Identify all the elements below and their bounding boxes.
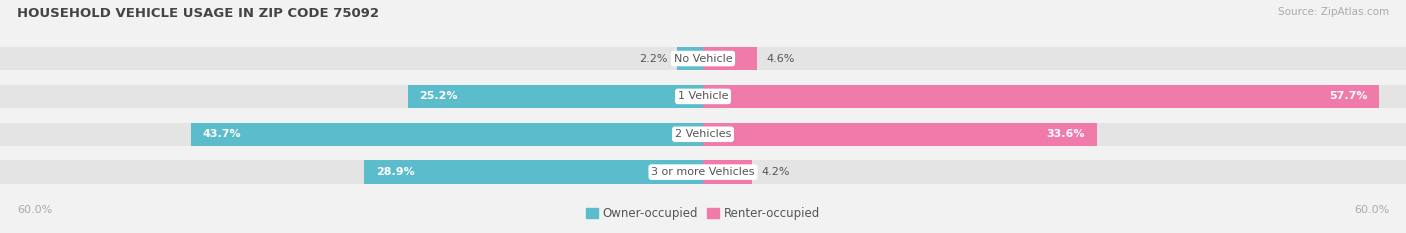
Text: 43.7%: 43.7% xyxy=(202,129,242,139)
Bar xyxy=(0,47,1406,70)
Bar xyxy=(0,123,1406,146)
Bar xyxy=(191,123,703,146)
Text: 28.9%: 28.9% xyxy=(377,167,415,177)
Bar xyxy=(0,160,1406,184)
Text: 57.7%: 57.7% xyxy=(1329,91,1367,101)
Legend: Owner-occupied, Renter-occupied: Owner-occupied, Renter-occupied xyxy=(581,202,825,225)
Text: 33.6%: 33.6% xyxy=(1046,129,1085,139)
Text: 3 or more Vehicles: 3 or more Vehicles xyxy=(651,167,755,177)
Bar xyxy=(703,85,1379,108)
Bar xyxy=(678,47,703,70)
Text: 2 Vehicles: 2 Vehicles xyxy=(675,129,731,139)
Bar xyxy=(0,85,1406,108)
Text: 4.6%: 4.6% xyxy=(766,54,794,64)
Text: HOUSEHOLD VEHICLE USAGE IN ZIP CODE 75092: HOUSEHOLD VEHICLE USAGE IN ZIP CODE 7509… xyxy=(17,7,378,20)
Text: No Vehicle: No Vehicle xyxy=(673,54,733,64)
Bar xyxy=(703,160,752,184)
Text: 60.0%: 60.0% xyxy=(17,205,52,215)
Text: 25.2%: 25.2% xyxy=(419,91,458,101)
Bar xyxy=(703,123,1097,146)
Bar xyxy=(364,160,703,184)
Text: 4.2%: 4.2% xyxy=(762,167,790,177)
Text: Source: ZipAtlas.com: Source: ZipAtlas.com xyxy=(1278,7,1389,17)
Bar xyxy=(408,85,703,108)
Text: 2.2%: 2.2% xyxy=(640,54,668,64)
Text: 60.0%: 60.0% xyxy=(1354,205,1389,215)
Text: 1 Vehicle: 1 Vehicle xyxy=(678,91,728,101)
Bar xyxy=(703,47,756,70)
